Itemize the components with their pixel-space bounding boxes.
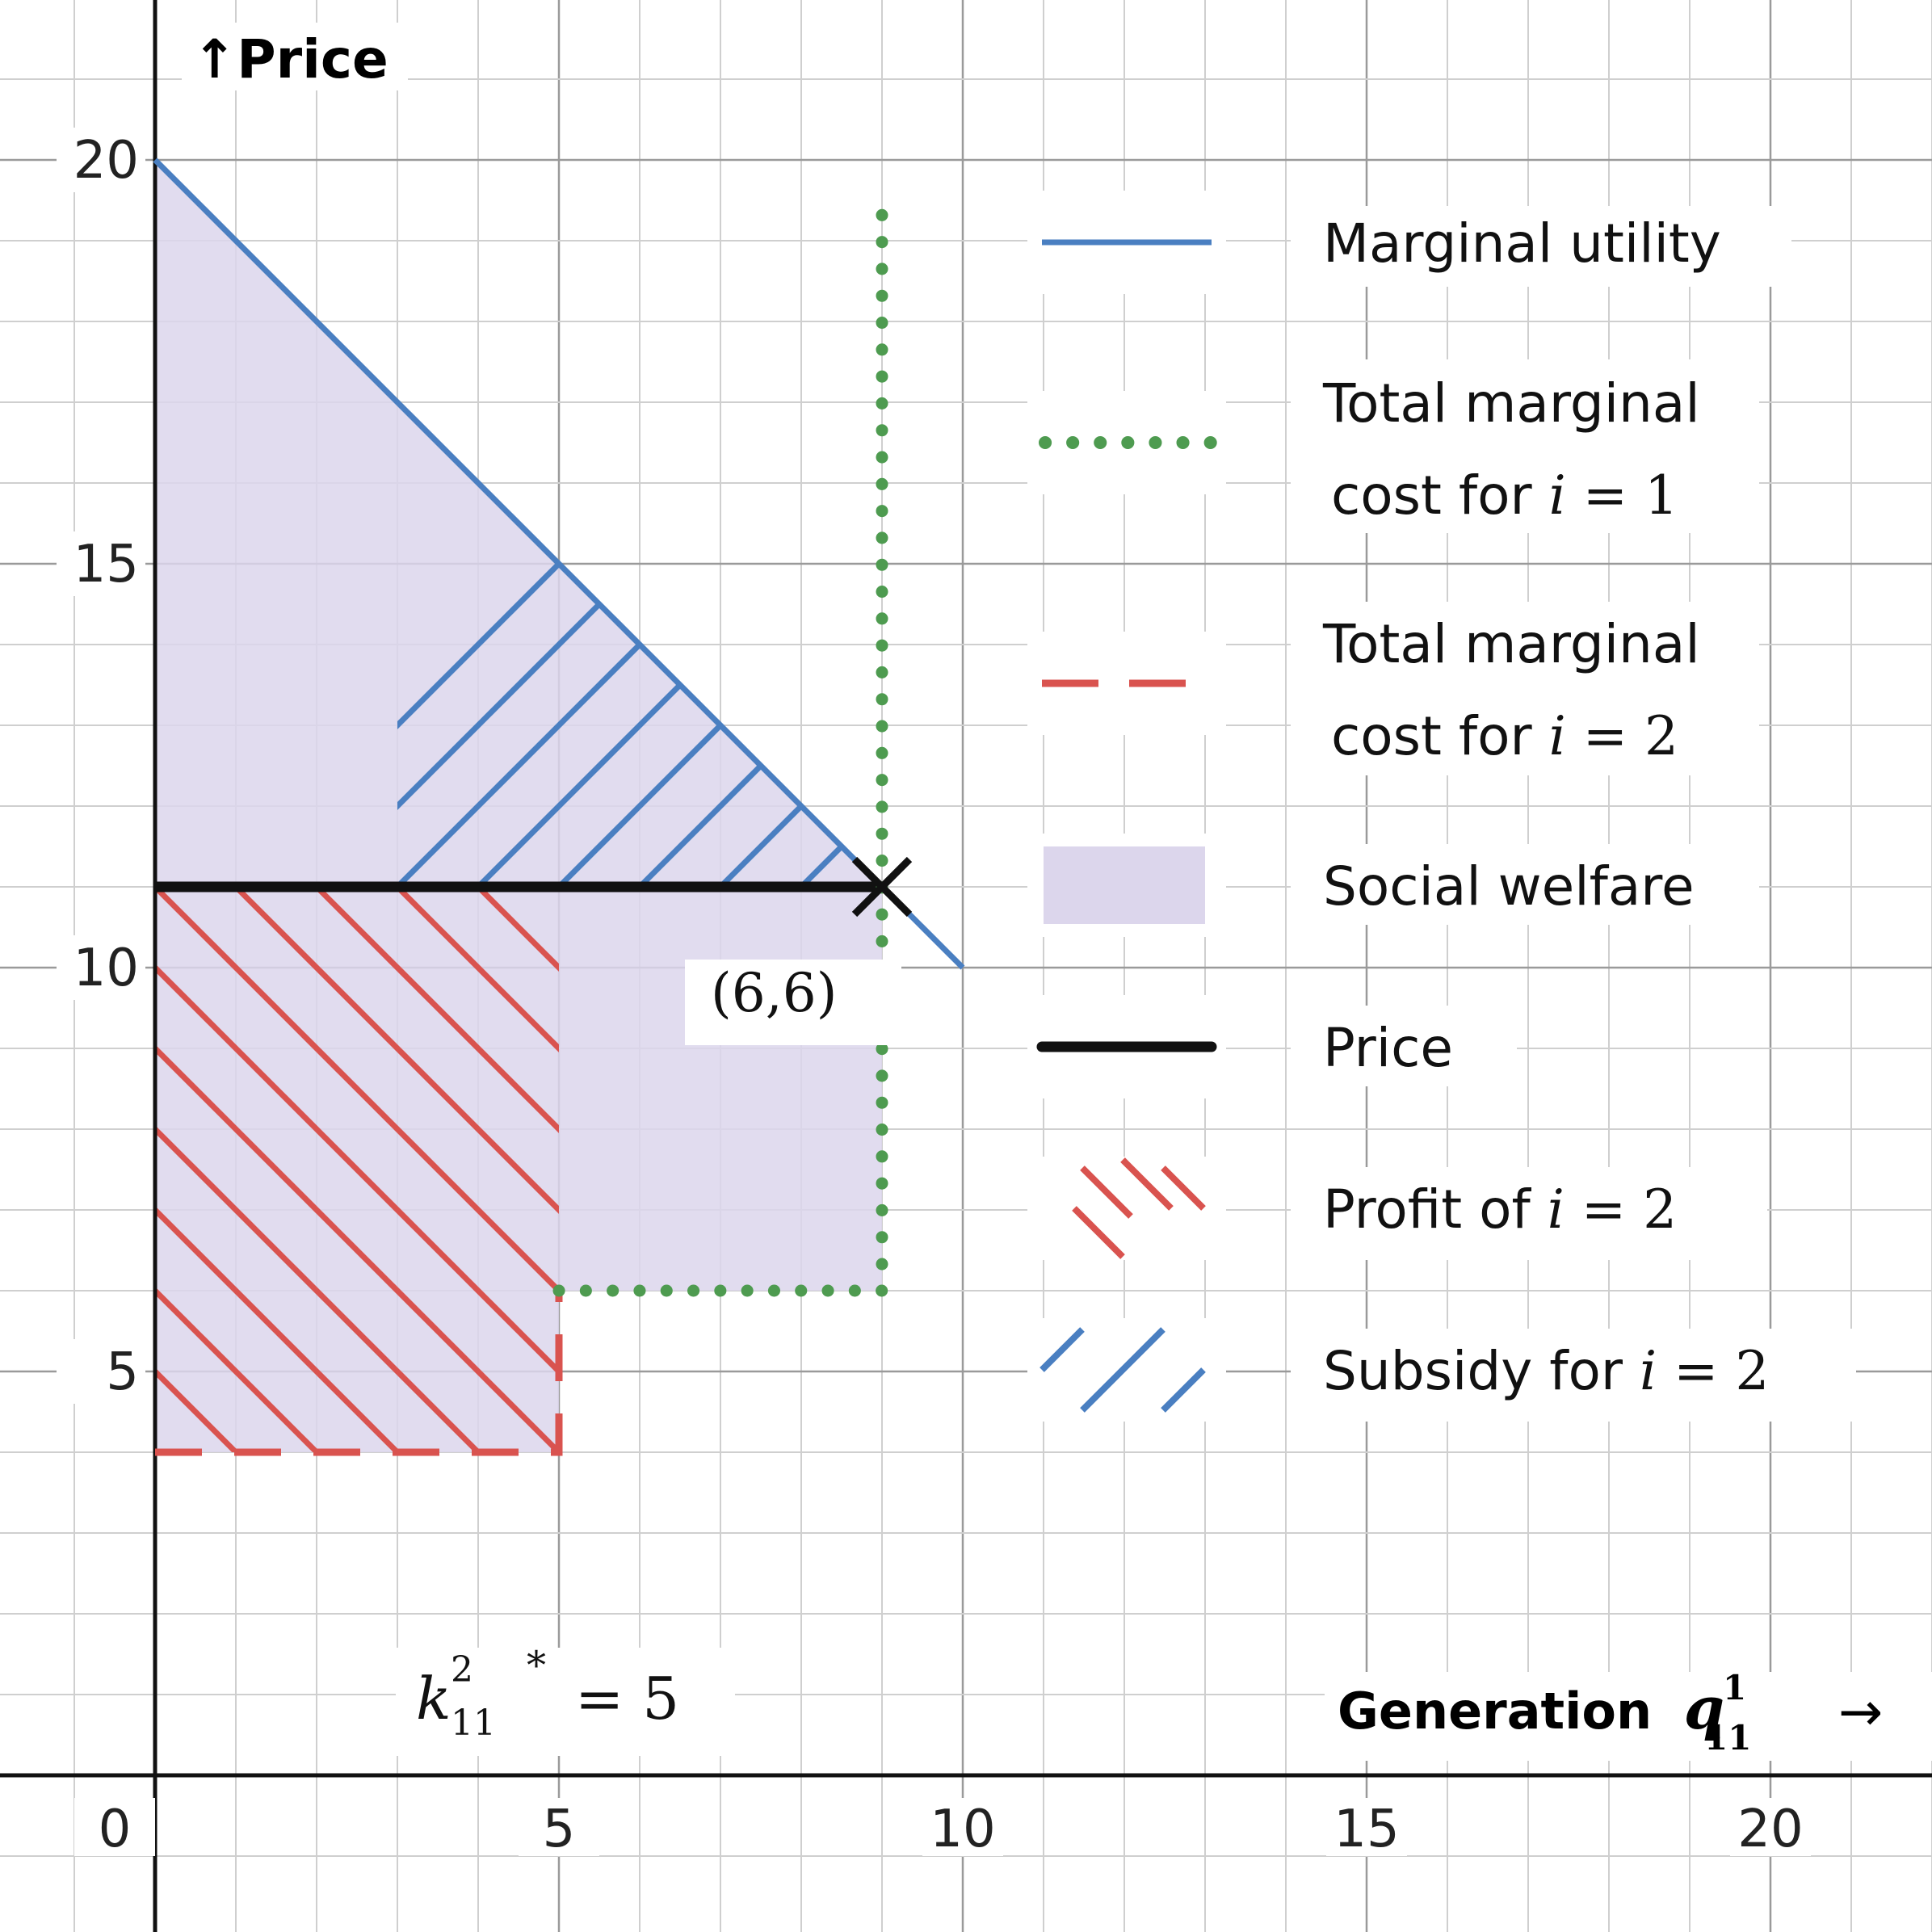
legend-label-line2: cost for i = 2 (1331, 705, 1678, 767)
legend-marker (1040, 1327, 1085, 1372)
legend-label-bg (1291, 359, 1759, 533)
legend-marker (1072, 1206, 1125, 1259)
y-tick-label: 20 (74, 131, 139, 191)
x-tick-label: 10 (930, 1800, 995, 1859)
y-tick-label: 10 (74, 939, 139, 998)
legend-item-mc1: Total marginal cost for i = 1 (1027, 359, 1759, 533)
legend-marker (1161, 1367, 1206, 1413)
legend-label-bg (1291, 206, 1791, 287)
x-tick-label-bg (1326, 1798, 1407, 1856)
intersection-annotation: (6,6) (685, 960, 901, 1045)
legend-label-bg (1291, 844, 1759, 925)
social-welfare-area (155, 160, 882, 1452)
legend-label: Profit of i = 2 (1323, 1178, 1677, 1241)
x-tick-label: 0 (99, 1800, 132, 1859)
subsidy-hatch-line (397, 402, 882, 887)
k-label-sub: 11 (451, 1703, 496, 1744)
legend-label-bg (1291, 1329, 1856, 1422)
x-tick-label-bg (519, 1798, 599, 1856)
legend-item-subsidy-i2: Subsidy for i = 2 (1027, 1318, 1856, 1422)
y-axis-title: ↑Price (182, 23, 408, 90)
legend-label-bg (1291, 602, 1759, 775)
legend-label-line2: cost for i = 1 (1331, 464, 1678, 527)
x-tick-label: 15 (1334, 1800, 1399, 1859)
legend-label-line1: Total marginal (1322, 613, 1700, 675)
series-lines (153, 158, 965, 1456)
y-tick-label: 15 (74, 535, 139, 594)
tick-labels: 0 5 10 15 20 5 10 15 20 (57, 128, 1811, 1859)
subsidy-hatch-line (397, 402, 882, 887)
legend-item-marginal-utility: Marginal utility (1027, 191, 1791, 294)
legend-marker (1080, 1327, 1166, 1413)
y-tick-label-bg (57, 128, 145, 192)
x-axis-label-sup: 1 (1723, 1668, 1746, 1707)
legend-marker (1120, 1157, 1174, 1211)
legend-item-profit-i2: Profit of i = 2 (1027, 1157, 1767, 1260)
legend-label: Social welfare (1323, 855, 1695, 918)
x-tick-label: 20 (1737, 1800, 1803, 1859)
x-axis-label-var: q (1684, 1674, 1724, 1742)
k-label-rhs: = 5 (575, 1665, 679, 1732)
svg-text:Generation q: Generation q (1338, 1674, 1724, 1742)
y-tick-label: 5 (106, 1342, 139, 1402)
x-axis-label-arrow: → (1838, 1681, 1883, 1743)
legend-label-bg (1291, 1167, 1767, 1260)
intersection-marker-stroke (851, 856, 913, 918)
x-tick-label-bg (1730, 1798, 1811, 1856)
intersection-label: (6,6) (711, 962, 837, 1024)
y-tick-label-bg (57, 1339, 145, 1404)
legend-label-bg (1291, 1006, 1517, 1086)
marginal-cost-i1-line (552, 186, 888, 1297)
profit-hatch-line (155, 887, 559, 1295)
legend-marker (1080, 1166, 1133, 1219)
k-label-star: * (527, 1643, 546, 1688)
legend-label: Marginal utility (1323, 212, 1721, 275)
profit-hatch-line (155, 1044, 559, 1452)
marginal-utility-line (153, 158, 965, 970)
x-axis-title: Generation q 1 11 → (1325, 1668, 1932, 1761)
x-axis-label-text: Generation (1338, 1682, 1652, 1741)
legend: Marginal utility Total marginal cost for i… (1027, 191, 1856, 1422)
legend-label-line1: Total marginal (1322, 372, 1700, 435)
y-axis-label: ↑Price (192, 28, 388, 90)
intersection-marker (851, 856, 913, 918)
legend-item-social-welfare: Social welfare (1027, 834, 1759, 937)
profit-hatch-line (155, 964, 559, 1376)
legend-label: Subsidy for i = 2 (1323, 1340, 1769, 1402)
legend-label: Price (1323, 1017, 1453, 1079)
y-tick-label-bg (57, 531, 145, 596)
profit-hatch-line (155, 1125, 482, 1452)
x-tick-label: 5 (543, 1800, 576, 1859)
x-axis-label-sub: 11 (1704, 1718, 1751, 1758)
marginal-cost-i2-line (155, 1291, 563, 1456)
profit-hatch-line (314, 887, 559, 1133)
legend-item-mc2: Total marginal cost for i = 2 (1027, 602, 1759, 775)
profit-hatch-line (155, 1287, 321, 1452)
subsidy-hatch-line (476, 402, 882, 887)
legend-marker (1044, 846, 1205, 924)
profit-hatch-line (233, 887, 559, 1214)
legend-marker (1161, 1166, 1206, 1211)
profit-hatch-line (155, 1206, 401, 1452)
profit-hatch (155, 887, 559, 1452)
y-tick-label-bg (57, 935, 145, 1000)
k-label-base: k (416, 1665, 452, 1732)
k-label-sup: 2 (451, 1649, 473, 1690)
x-tick-label-bg (74, 1798, 155, 1856)
x-tick-label-bg (922, 1798, 1003, 1856)
k-annotation: k 2 11 * = 5 (396, 1643, 735, 1756)
legend-item-price: Price (1027, 995, 1517, 1098)
